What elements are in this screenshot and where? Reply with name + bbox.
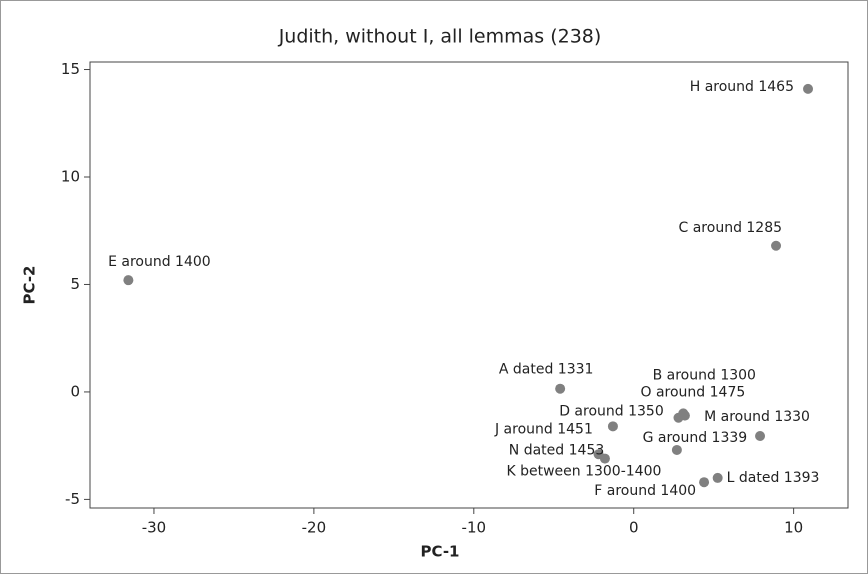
x-tick-label: 10	[784, 519, 803, 537]
point	[679, 410, 690, 421]
point-label: M around 1330	[704, 409, 810, 425]
y-tick-label: 10	[61, 167, 80, 185]
point-label: F around 1400	[594, 483, 696, 499]
point-label: J around 1451	[494, 421, 593, 437]
point-label: G around 1339	[643, 430, 748, 446]
y-tick-label: 15	[61, 60, 80, 78]
point	[671, 444, 682, 455]
y-tick-label: 0	[70, 382, 80, 400]
point-label: C around 1285	[679, 220, 783, 236]
point-label: B around 1300	[653, 367, 756, 383]
point-label: K between 1300-1400	[506, 464, 661, 480]
point-label: A dated 1331	[499, 362, 594, 378]
point	[771, 240, 782, 251]
point	[593, 449, 604, 460]
x-tick-label: -30	[142, 519, 167, 537]
point-label: D around 1350	[559, 404, 664, 420]
plot-area	[89, 61, 849, 509]
point-label: N dated 1453	[509, 442, 604, 458]
point	[803, 83, 814, 94]
point-label: L dated 1393	[727, 470, 820, 486]
chart-title: Judith, without I, all lemmas (238)	[278, 26, 602, 48]
point	[123, 275, 134, 286]
point-label: E around 1400	[108, 254, 211, 270]
point	[699, 477, 710, 488]
point	[712, 472, 723, 483]
x-tick-label: -20	[302, 519, 327, 537]
y-tick-label: -5	[65, 490, 80, 508]
point-label: O around 1475	[640, 385, 745, 401]
x-tick-label: 0	[629, 519, 639, 537]
x-tick-label: -10	[462, 519, 487, 537]
point-label: H around 1465	[690, 79, 794, 95]
y-axis-label: PC-2	[21, 265, 39, 304]
point	[607, 421, 618, 432]
point	[755, 430, 766, 441]
y-tick-label: 5	[70, 275, 80, 293]
point	[555, 383, 566, 394]
x-axis-label: PC-1	[420, 543, 459, 561]
